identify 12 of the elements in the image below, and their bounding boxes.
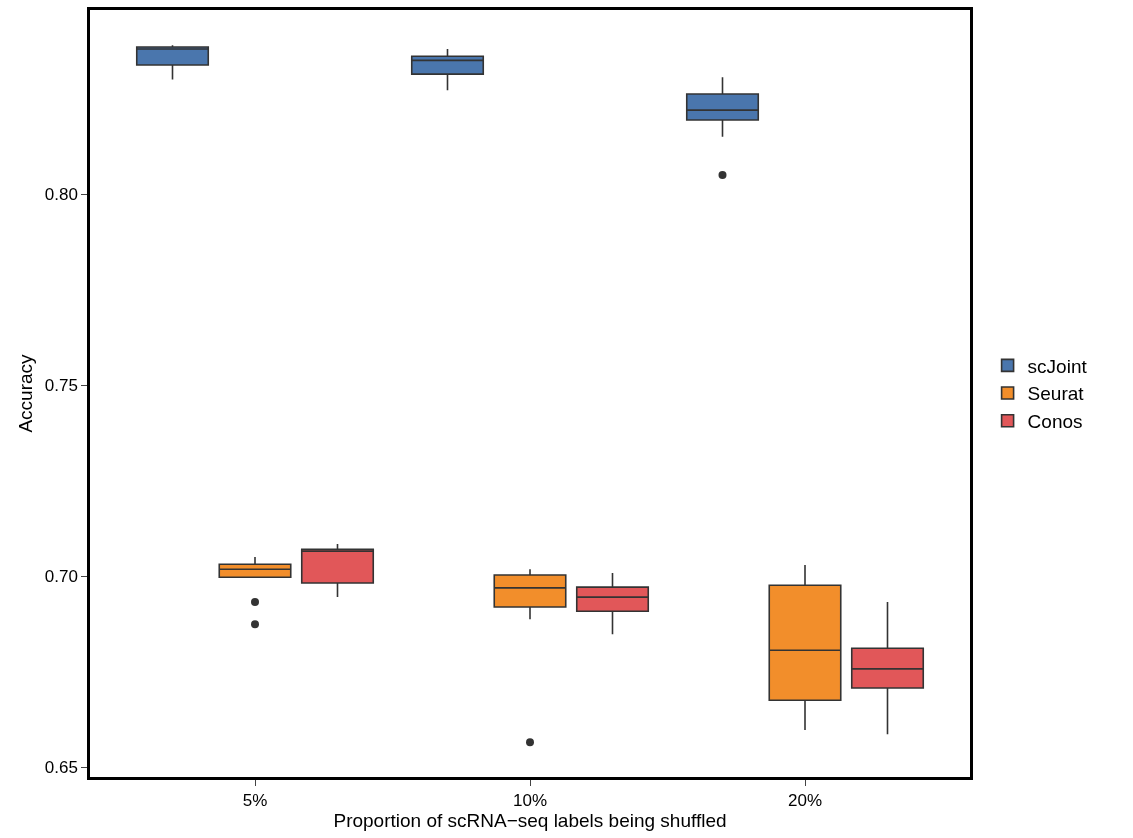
x-tick-label: 20% xyxy=(787,791,823,811)
y-tick-label: 0.70 xyxy=(44,567,78,587)
y-tick-label: 0.75 xyxy=(44,376,78,396)
legend-label: Seurat xyxy=(1027,383,1085,405)
x-tick-label: 10% xyxy=(512,791,548,811)
legend-label: Conos xyxy=(1027,411,1083,433)
x-axis-title: Proportion of scRNA−seq labels being shuffled xyxy=(333,810,727,832)
legend-label: scJoint xyxy=(1027,355,1088,377)
y-tick-label: 0.65 xyxy=(44,758,78,778)
y-axis-title: Accuracy xyxy=(14,353,36,433)
x-tick-label: 5% xyxy=(242,791,268,811)
y-tick-label: 0.80 xyxy=(44,185,78,205)
